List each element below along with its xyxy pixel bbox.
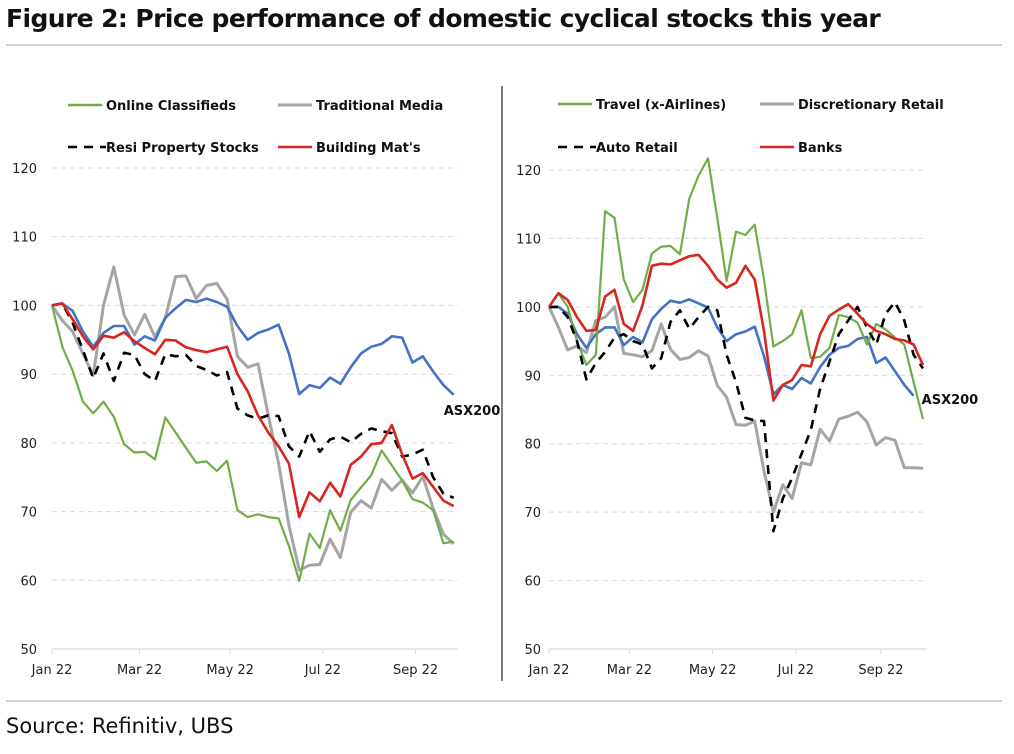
y-tick-label: 50 [20, 643, 37, 658]
series-line-online-classifieds [50, 305, 454, 583]
y-tick-label: 80 [20, 437, 37, 452]
series-line-asx200 [549, 297, 915, 397]
legend-label: Traditional Media [316, 99, 443, 114]
asx200-end-label: ASX200 [922, 393, 979, 408]
y-tick-label: 70 [524, 506, 541, 521]
y-tick-label: 60 [524, 575, 541, 590]
legend-label: Auto Retail [596, 141, 678, 156]
y-tick-label: 80 [524, 438, 541, 453]
legend-label: Discretionary Retail [798, 98, 944, 113]
legend-item: Travel (x-Airlines) [558, 98, 726, 113]
series-line-asx200 [51, 297, 455, 396]
series-line-banks [547, 253, 925, 402]
y-tick-label: 90 [20, 368, 37, 383]
x-tick-label: Mar 22 [607, 663, 652, 678]
legend-item: Discretionary Retail [760, 98, 944, 113]
title-rule [6, 44, 1002, 46]
legend-item: Traditional Media [278, 99, 443, 114]
y-tick-label: 70 [20, 506, 37, 521]
x-tick-label: Jul 22 [304, 663, 341, 678]
legend-label: Resi Property Stocks [106, 141, 259, 156]
legend-item: Banks [760, 141, 843, 156]
series-line-traditional-media [50, 265, 455, 572]
source-note: Source: Refinitiv, UBS [6, 714, 234, 738]
y-tick-label: 120 [12, 162, 37, 177]
y-tick-label: 120 [516, 164, 541, 179]
asx200-end-label: ASX200 [444, 404, 500, 419]
x-tick-label: Sep 22 [858, 663, 903, 678]
x-tick-label: Mar 22 [117, 663, 162, 678]
series-line-discretionary-retail [547, 305, 924, 514]
legend-label: Banks [798, 141, 843, 156]
x-tick-label: Sep 22 [393, 663, 438, 678]
legend-item: Auto Retail [558, 141, 678, 156]
series-line-auto-retail [549, 300, 925, 533]
y-tick-label: 90 [524, 369, 541, 384]
legend-item: Resi Property Stocks [68, 141, 259, 156]
legend-item: Online Classifieds [68, 99, 236, 114]
legend-label: Building Mat's [316, 141, 421, 156]
x-tick-label: May 22 [689, 663, 737, 678]
series-line-travel-x-airlines- [548, 157, 925, 420]
legend-item: Building Mat's [278, 141, 421, 156]
y-tick-label: 100 [12, 299, 37, 314]
x-tick-label: Jan 22 [31, 663, 73, 678]
chart-right: 50 60 70 80 90 100 110 120 Jan 22 Mar 22 May 22 Jul… [516, 98, 979, 678]
figure-title: Figure 2: Price performance of domestic … [6, 4, 881, 33]
x-tick-label: Jan 22 [528, 663, 570, 678]
panel-divider [501, 86, 503, 681]
y-tick-label: 110 [516, 232, 541, 247]
x-tick-label: Jul 22 [777, 663, 814, 678]
y-tick-label: 110 [12, 231, 37, 246]
chart-left: 50 60 70 80 90 100 110 120 Jan 22 Mar 22 May 22 Jul… [12, 99, 500, 678]
series-line-building-mat-s [51, 302, 455, 519]
legend-label: Travel (x-Airlines) [596, 98, 726, 113]
x-tick-label: May 22 [206, 663, 254, 678]
y-tick-label: 100 [516, 301, 541, 316]
source-rule [6, 700, 1002, 702]
y-tick-label: 60 [20, 574, 37, 589]
legend-label: Online Classifieds [106, 99, 236, 114]
y-tick-label: 50 [524, 643, 541, 658]
